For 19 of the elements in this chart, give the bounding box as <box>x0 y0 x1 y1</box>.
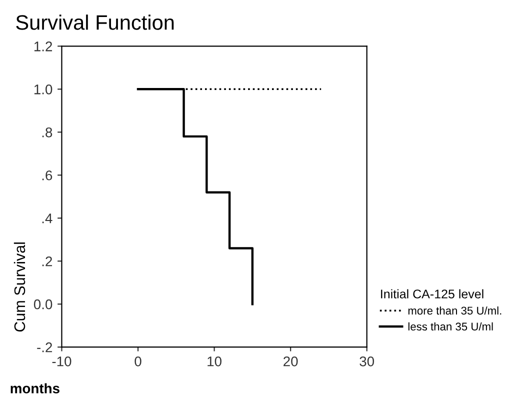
y-axis-title: Cum Survival <box>14 242 26 332</box>
x-tick-label: -10 <box>52 356 72 366</box>
y-tick-label: -.2 <box>37 342 52 352</box>
y-tick-label: .8 <box>42 127 52 138</box>
legend-label: less than 35 U/ml <box>408 322 493 331</box>
y-tick-label: 1.0 <box>34 84 52 94</box>
x-tick-label: 0 <box>134 356 142 366</box>
y-tick-label: .2 <box>42 256 52 266</box>
y-tick-label: .4 <box>42 214 52 224</box>
x-tick-label: 20 <box>284 356 298 366</box>
x-axis-title: months <box>10 383 60 394</box>
y-tick-label: 0.0 <box>34 299 52 310</box>
legend-title: Initial CA-125 level <box>381 289 484 298</box>
y-tick-label: .6 <box>42 170 52 180</box>
legend-label: more than 35 U/ml. <box>408 306 502 315</box>
y-tick-label: 1.2 <box>34 42 52 52</box>
chart-title: Survival Function <box>16 14 174 30</box>
x-tick-label: 30 <box>360 356 374 366</box>
x-tick-label: 10 <box>208 356 222 366</box>
